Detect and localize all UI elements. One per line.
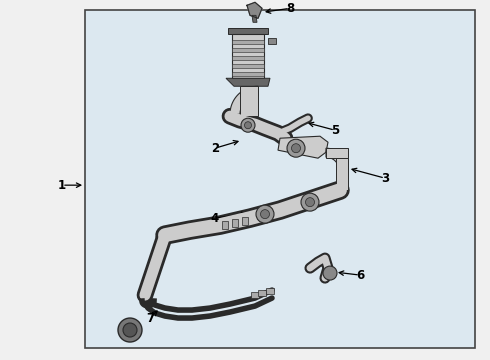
Text: 7: 7: [146, 311, 154, 324]
Text: 4: 4: [211, 212, 219, 225]
Circle shape: [287, 139, 305, 157]
Text: 1: 1: [58, 179, 66, 192]
Polygon shape: [232, 34, 264, 78]
Polygon shape: [232, 40, 264, 44]
Text: 6: 6: [356, 269, 364, 282]
Bar: [85, 10, 475, 348]
Circle shape: [301, 193, 319, 211]
Circle shape: [118, 318, 142, 342]
Polygon shape: [251, 292, 259, 298]
Polygon shape: [242, 217, 248, 225]
Circle shape: [323, 266, 337, 280]
Polygon shape: [232, 56, 264, 60]
Circle shape: [305, 198, 315, 207]
Polygon shape: [326, 148, 348, 170]
Circle shape: [123, 323, 137, 337]
Polygon shape: [326, 148, 348, 158]
Polygon shape: [232, 64, 264, 68]
Polygon shape: [230, 86, 258, 114]
Circle shape: [245, 122, 251, 129]
Polygon shape: [278, 136, 328, 158]
Circle shape: [256, 205, 274, 223]
Polygon shape: [232, 219, 238, 227]
Circle shape: [241, 118, 255, 132]
Text: 2: 2: [211, 142, 219, 155]
Text: 5: 5: [331, 124, 339, 137]
Circle shape: [261, 210, 270, 219]
Polygon shape: [240, 86, 258, 116]
Text: 3: 3: [381, 172, 389, 185]
Polygon shape: [266, 288, 274, 294]
Polygon shape: [247, 2, 262, 18]
Polygon shape: [258, 290, 266, 296]
Polygon shape: [228, 28, 268, 34]
Polygon shape: [336, 158, 348, 190]
Polygon shape: [232, 72, 264, 76]
Polygon shape: [232, 48, 264, 52]
Polygon shape: [222, 221, 228, 229]
Polygon shape: [268, 38, 276, 44]
Text: 8: 8: [286, 2, 294, 15]
Polygon shape: [226, 78, 270, 86]
Circle shape: [292, 144, 300, 153]
Polygon shape: [252, 15, 257, 22]
